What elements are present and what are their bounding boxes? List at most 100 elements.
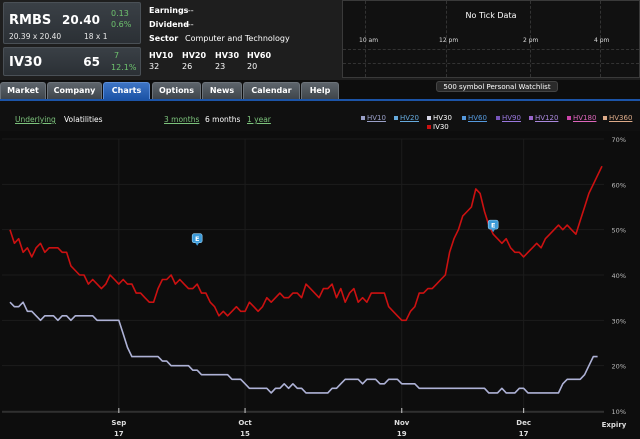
- iv30-quote-box[interactable]: IV30 65 7 12.1%: [3, 47, 141, 76]
- legend-swatch: [567, 116, 571, 120]
- tick-time-label: 10 am: [359, 37, 379, 44]
- tab-company[interactable]: Company: [47, 82, 102, 99]
- tab-market[interactable]: Market: [0, 82, 46, 99]
- legend-hv360[interactable]: HV360: [603, 114, 632, 122]
- range-3-months[interactable]: 3 months: [164, 115, 200, 124]
- tick-time-axis: 10 am 12 pm 2 pm 4 pm: [343, 37, 639, 47]
- dividend-value: ---: [185, 20, 194, 29]
- legend-label: HV20: [400, 114, 419, 122]
- legend-swatch: [603, 116, 607, 120]
- tick-gridline: [446, 1, 447, 77]
- legend-label: HV360: [609, 114, 633, 122]
- hv-value: 26: [182, 62, 193, 71]
- tick-gridline: [365, 1, 366, 77]
- price-change: 0.13: [111, 9, 129, 18]
- tick-gridline: [530, 1, 531, 77]
- y-tick-label: 20%: [612, 363, 626, 371]
- legend-swatch: [529, 116, 533, 120]
- chart-gridlines: [2, 138, 604, 413]
- legend-swatch: [462, 116, 466, 120]
- series-line-iv30: [9, 165, 603, 322]
- legend-label: IV30: [433, 123, 449, 131]
- legend-hv30[interactable]: HV30: [427, 114, 452, 122]
- hv-label: HV20: [182, 51, 207, 60]
- earnings-label: Earnings: [149, 6, 189, 15]
- legend-label: HV120: [535, 114, 559, 122]
- range-6-months[interactable]: 6 months: [205, 115, 241, 124]
- iv30-change: 7: [114, 51, 120, 60]
- volatilities-label[interactable]: Volatilities: [64, 115, 103, 124]
- underlying-link[interactable]: Underlying: [15, 115, 56, 124]
- legend-iv30[interactable]: IV30: [427, 123, 449, 131]
- tick-time-label: 2 pm: [523, 37, 539, 44]
- tick-time-label: 4 pm: [594, 37, 610, 44]
- legend-hv180[interactable]: HV180: [567, 114, 596, 122]
- tab-help[interactable]: Help: [301, 82, 339, 99]
- hv30-stat: HV30 23: [215, 51, 239, 71]
- y-tick-label: 50%: [612, 227, 626, 235]
- iv30-change-pct: 12.1%: [111, 63, 137, 72]
- sector-label: Sector: [149, 34, 179, 43]
- hv60-stat: HV60 20: [247, 51, 271, 71]
- earnings-marker[interactable]: E: [191, 233, 203, 246]
- legend-swatch: [427, 125, 431, 129]
- legend-hv90[interactable]: HV90: [496, 114, 521, 122]
- tick-time-label: 12 pm: [439, 37, 459, 44]
- earnings-marker[interactable]: E: [487, 219, 499, 233]
- symbol-label: RMBS: [9, 13, 52, 28]
- tab-calendar[interactable]: Calendar: [243, 82, 300, 99]
- tick-gridline: [343, 63, 639, 64]
- x-tick-day: 15: [240, 430, 250, 438]
- x-tick-month: Oct: [238, 419, 252, 427]
- tick-chart: No Tick Data 10 am 12 pm 2 pm 4 pm: [342, 0, 640, 78]
- series-line-hv30: [9, 301, 598, 394]
- hv-value: 32: [149, 62, 160, 71]
- hv-label: HV10: [149, 51, 174, 60]
- earnings-marker-label: E: [195, 235, 199, 243]
- legend-hv20[interactable]: HV20: [394, 114, 419, 122]
- tab-options[interactable]: Options: [152, 82, 201, 99]
- price-change-pct: 0.6%: [111, 20, 132, 29]
- hv-label: HV60: [247, 51, 272, 60]
- y-tick-label: 10%: [612, 408, 626, 416]
- x-axis-labels: Sep 17 Oct 15 Nov 19 Dec 17 Expiry: [111, 408, 627, 438]
- legend-label: HV60: [468, 114, 487, 122]
- x-tick-month: Sep: [111, 419, 126, 427]
- hv10-stat: HV10 32: [149, 51, 173, 71]
- legend-hv120[interactable]: HV120: [529, 114, 558, 122]
- volatility-chart[interactable]: 70% 60% 50% 40% 30% 20% 10% Sep 17 Oct 15 Nov 19 Dec…: [0, 131, 640, 439]
- y-tick-label: 30%: [612, 317, 626, 325]
- tab-charts[interactable]: Charts: [103, 82, 150, 99]
- hv-value: 20: [247, 62, 258, 71]
- watchlist-button[interactable]: 500 symbol Personal Watchlist: [436, 81, 558, 92]
- tab-news[interactable]: News: [202, 82, 242, 99]
- rmbs-quote-box[interactable]: RMBS 20.40 0.13 0.6% 20.39 x 20.40 18 x …: [3, 2, 141, 44]
- legend-hv10[interactable]: HV10: [361, 114, 386, 122]
- tick-gridline: [343, 49, 639, 50]
- tab-underline: [0, 99, 640, 101]
- hv-label: HV30: [215, 51, 240, 60]
- legend-hv60[interactable]: HV60: [462, 114, 487, 122]
- y-axis-labels: 70% 60% 50% 40% 30% 20% 10%: [612, 136, 626, 416]
- legend-swatch: [427, 116, 431, 120]
- range-1-year[interactable]: 1 year: [247, 115, 271, 124]
- x-tick-day: 19: [397, 430, 407, 438]
- iv30-value: 65: [83, 55, 100, 69]
- tick-gridline: [600, 1, 601, 77]
- legend-swatch: [361, 116, 365, 120]
- legend-swatch: [394, 116, 398, 120]
- series-lines: [9, 165, 603, 394]
- x-tick-day: 17: [114, 430, 124, 438]
- quote-panel: RMBS 20.40 0.13 0.6% 20.39 x 20.40 18 x …: [0, 0, 640, 80]
- earnings-marker-pointer: [195, 242, 200, 246]
- y-tick-label: 40%: [612, 272, 626, 280]
- hv20-stat: HV20 26: [182, 51, 206, 71]
- earnings-markers[interactable]: EE: [191, 219, 499, 246]
- earnings-value: ---: [185, 6, 194, 15]
- earnings-marker-label: E: [491, 221, 495, 229]
- last-price: 20.40: [62, 13, 100, 27]
- y-tick-label: 70%: [612, 136, 626, 144]
- iv30-label: IV30: [9, 55, 42, 70]
- bid-ask-size: 18 x 1: [84, 32, 108, 41]
- y-tick-label: 60%: [612, 181, 626, 189]
